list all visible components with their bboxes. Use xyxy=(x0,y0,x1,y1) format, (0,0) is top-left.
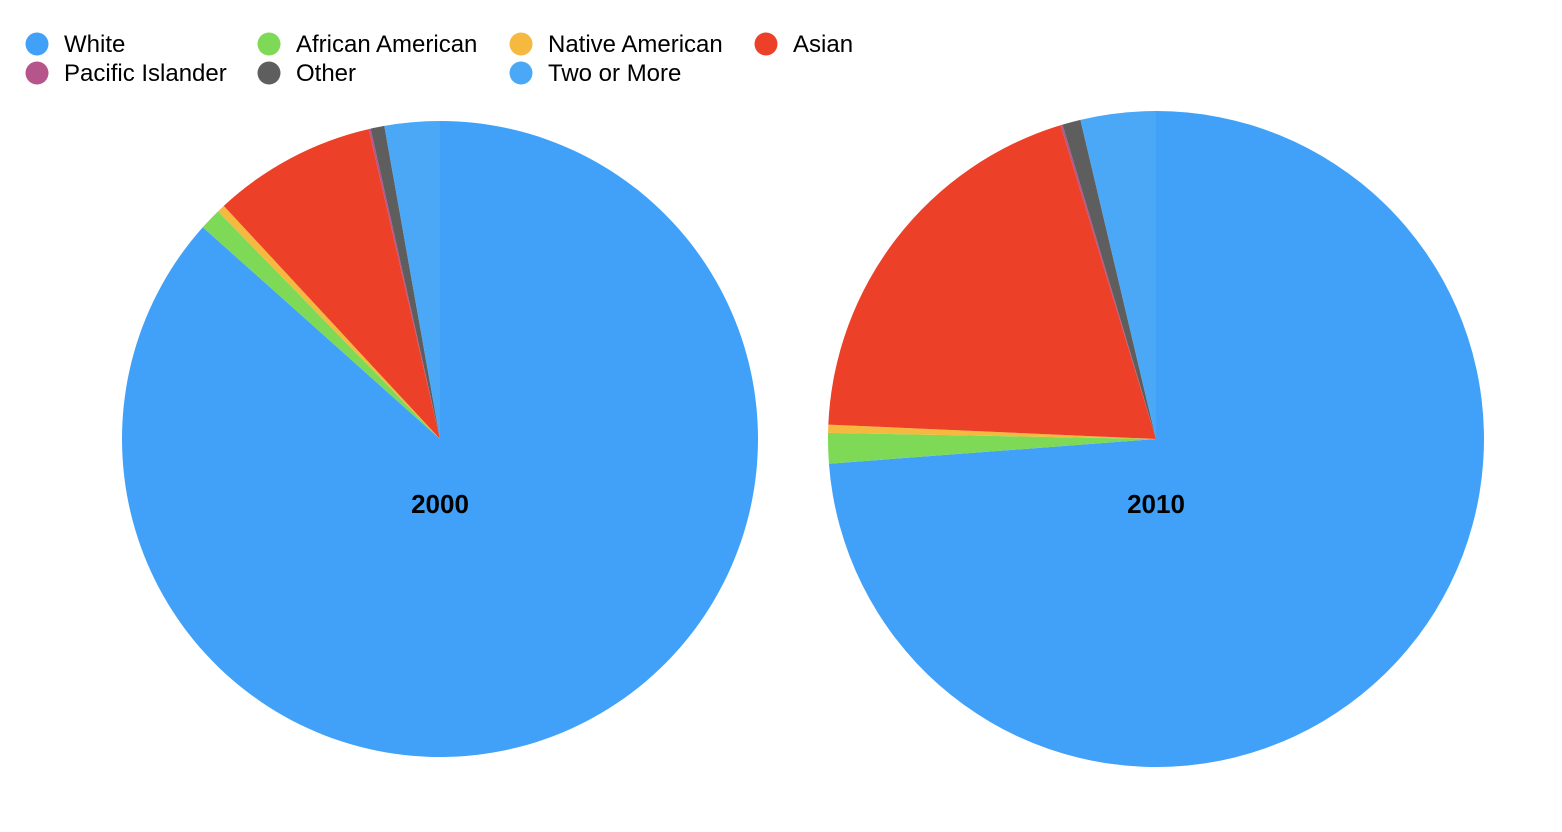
legend-item-native-american: Native American xyxy=(509,31,723,58)
legend-item-white: White xyxy=(25,31,125,58)
pie-slice-2010-asian xyxy=(828,125,1156,439)
legend-swatch-african-american xyxy=(257,32,281,56)
legend-label-african-american: African American xyxy=(296,31,477,58)
legend: White African American Native American Asia… xyxy=(25,31,853,87)
pie-slice-2010-white xyxy=(828,111,1484,768)
pie-slice-2000-two-or-more xyxy=(384,121,440,439)
pie-label-2010: 2010 xyxy=(1127,489,1185,519)
pie-slice-2000-other xyxy=(370,125,440,439)
pie-slice-2000-white xyxy=(122,121,759,757)
legend-item-other: Other xyxy=(257,60,356,87)
pie-slice-2000-pacific-islander xyxy=(368,128,440,439)
pie-slice-2000-native-american xyxy=(217,205,440,439)
pie-slice-2010-african-american xyxy=(828,432,1156,464)
legend-label-other: Other xyxy=(296,60,356,87)
pie-slice-2000-asian xyxy=(223,129,440,439)
legend-label-pacific-islander: Pacific Islander xyxy=(64,60,227,87)
pie-slice-2010-two-or-more xyxy=(1080,111,1156,439)
legend-swatch-pacific-islander xyxy=(25,61,49,85)
legend-label-white: White xyxy=(64,31,125,58)
legend-swatch-asian xyxy=(754,32,778,56)
legend-label-two-or-more: Two or More xyxy=(548,60,681,87)
pie-label-2000: 2000 xyxy=(411,489,469,519)
legend-swatch-native-american xyxy=(509,32,533,56)
legend-label-asian: Asian xyxy=(793,31,853,58)
legend-item-two-or-more: Two or More xyxy=(509,60,681,87)
legend-label-native-american: Native American xyxy=(548,31,723,58)
legend-swatch-two-or-more xyxy=(509,61,533,85)
pie-chart-2000: 2000 xyxy=(122,121,759,757)
pie-slice-2010-pacific-islander xyxy=(1060,124,1156,439)
pie-chart-2010: 2010 xyxy=(828,111,1484,768)
pie-slice-2010-other xyxy=(1062,119,1156,439)
legend-swatch-other xyxy=(257,61,281,85)
legend-item-pacific-islander: Pacific Islander xyxy=(25,60,227,87)
legend-item-asian: Asian xyxy=(754,31,853,58)
pie-slice-2010-native-american xyxy=(828,424,1156,439)
legend-swatch-white xyxy=(25,32,49,56)
pie-slice-2000-african-american xyxy=(202,211,440,439)
legend-item-african-american: African American xyxy=(257,31,477,58)
